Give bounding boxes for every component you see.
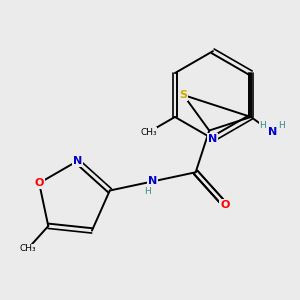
Text: H: H bbox=[279, 122, 285, 130]
Text: CH₃: CH₃ bbox=[20, 244, 36, 253]
Text: H: H bbox=[259, 122, 266, 130]
Text: CH₃: CH₃ bbox=[140, 128, 157, 137]
Text: N: N bbox=[148, 176, 158, 186]
Text: N: N bbox=[268, 128, 277, 137]
Text: N: N bbox=[208, 134, 218, 144]
Text: N: N bbox=[73, 156, 82, 166]
Text: O: O bbox=[220, 200, 230, 210]
Text: O: O bbox=[34, 178, 44, 188]
Text: S: S bbox=[179, 90, 188, 100]
Text: H: H bbox=[144, 187, 151, 196]
